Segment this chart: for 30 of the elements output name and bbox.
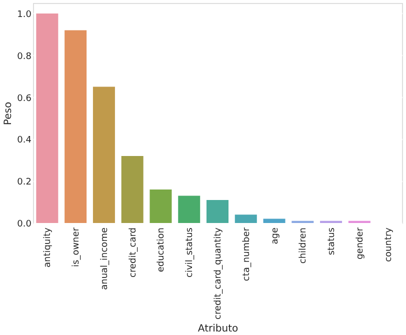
y-tick-label: 1.0 <box>17 10 32 20</box>
x-tick-label: credit_card_quantity <box>214 226 224 320</box>
bar <box>36 13 58 223</box>
bar <box>92 86 115 223</box>
x-tick-label: is_owner <box>72 227 82 267</box>
x-tick-label: status <box>327 227 338 256</box>
bar <box>206 200 228 223</box>
x-tick-label: country <box>384 226 394 262</box>
x-tick-label: children <box>298 228 309 264</box>
y-tick-label: 0.8 <box>17 52 32 62</box>
x-tick-label: civil_status <box>185 227 196 278</box>
x-tick-label: credit_card <box>128 228 138 278</box>
x-tick-label: age <box>270 227 280 244</box>
y-tick-label: 0.4 <box>17 136 32 146</box>
x-tick-label: antiquity <box>43 226 54 268</box>
x-tick-label: cta_number <box>242 227 252 282</box>
bar <box>178 196 200 223</box>
bar <box>64 30 87 223</box>
bar <box>263 218 286 223</box>
y-tick-label: 0.6 <box>17 94 32 104</box>
y-axis-title: Peso <box>3 102 14 126</box>
bar <box>150 189 172 223</box>
bar <box>121 156 144 223</box>
x-tick-label: gender <box>355 227 366 260</box>
x-tick-label: anual_income <box>100 227 110 290</box>
x-axis-title: Atributo <box>198 323 238 334</box>
bar <box>234 214 257 223</box>
x-tick-label: education <box>156 228 167 272</box>
y-tick-label: 0.0 <box>17 220 32 230</box>
y-tick-label: 0.2 <box>17 178 32 188</box>
